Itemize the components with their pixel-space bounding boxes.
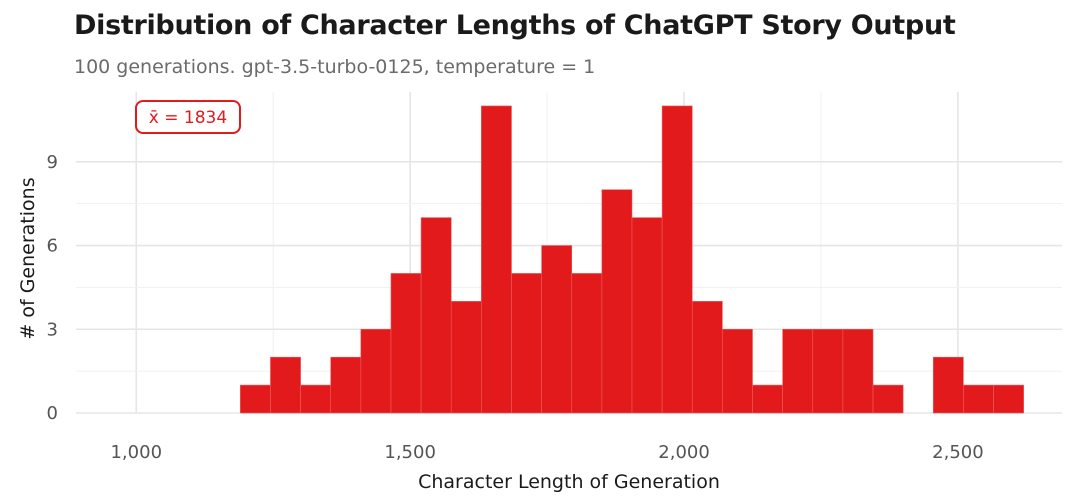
histogram-bar bbox=[722, 328, 753, 414]
histogram-bar bbox=[872, 384, 904, 414]
histogram-bar bbox=[631, 217, 663, 414]
histogram-bar bbox=[511, 273, 542, 414]
histogram-bar bbox=[270, 356, 301, 414]
histogram-bar bbox=[932, 356, 964, 414]
mean-annotation-box bbox=[135, 100, 241, 134]
histogram-bar bbox=[420, 217, 452, 414]
chart-subtitle: 100 generations. gpt-3.5-turbo-0125, tem… bbox=[74, 56, 596, 78]
histogram-bar bbox=[993, 384, 1024, 414]
x-tick-label: 1,000 bbox=[110, 442, 162, 463]
mean-annotation-label: x̄ = 1834 bbox=[149, 108, 227, 128]
y-tick-label: 6 bbox=[47, 236, 58, 257]
y-axis-title: # of Generations bbox=[17, 177, 39, 339]
histogram-bar bbox=[752, 384, 783, 414]
x-tick-label: 2,500 bbox=[932, 442, 984, 463]
histogram-bar bbox=[450, 301, 482, 414]
histogram-bar bbox=[360, 328, 392, 414]
x-axis-title: Character Length of Generation bbox=[418, 471, 720, 493]
histogram-bar bbox=[782, 328, 814, 414]
histogram-bar bbox=[661, 105, 693, 414]
histogram-bar bbox=[240, 384, 271, 414]
chart-title: Distribution of Character Lengths of Cha… bbox=[74, 10, 956, 41]
y-tick-label: 3 bbox=[47, 319, 58, 340]
histogram-bar bbox=[963, 384, 994, 414]
y-tick-label: 0 bbox=[47, 403, 58, 424]
histogram-bar bbox=[390, 273, 422, 414]
histogram-bar bbox=[481, 105, 512, 414]
histogram-bar bbox=[691, 301, 723, 414]
y-tick-label: 9 bbox=[47, 152, 58, 173]
histogram-bar bbox=[571, 273, 603, 414]
histogram-bar bbox=[300, 384, 332, 414]
histogram-bar bbox=[812, 328, 844, 414]
x-tick-label: 2,000 bbox=[658, 442, 710, 463]
histogram-bar bbox=[601, 189, 633, 414]
histogram-bar bbox=[330, 356, 362, 414]
x-tick-label: 1,500 bbox=[384, 442, 436, 463]
histogram-bar bbox=[842, 328, 874, 414]
histogram-bar bbox=[541, 245, 573, 414]
